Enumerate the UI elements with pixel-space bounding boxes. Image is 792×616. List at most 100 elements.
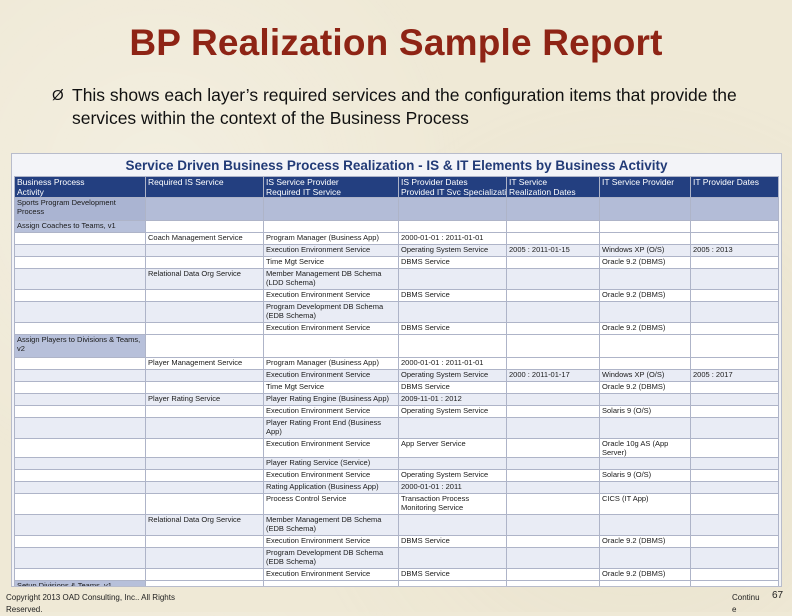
table-cell [506, 438, 600, 458]
table-cell [398, 547, 507, 569]
table-cell: Execution Environment Service [263, 568, 399, 581]
table-cell [690, 289, 779, 302]
table-cell [506, 322, 600, 335]
table-cell: Assign Coaches to Teams, v1 [14, 220, 146, 233]
table-cell: Operating System Service [398, 405, 507, 418]
table-cell: Windows XP (O/S) [599, 369, 691, 382]
table-cell [14, 322, 146, 335]
table-cell: Execution Environment Service [263, 405, 399, 418]
table-cell [690, 357, 779, 370]
table-cell [145, 220, 264, 233]
header-cell: IS Provider Dates Provided IT Svc Special… [398, 176, 507, 198]
table-cell [506, 197, 600, 221]
table-cell: 2000-01-01 : 2011-01-01 [398, 232, 507, 245]
table-cell [506, 405, 600, 418]
table-cell [145, 322, 264, 335]
table-row: Player Management Service Program Manager… [14, 357, 779, 370]
table-row: Program Development DB Schema (EDB Schem… [14, 301, 779, 323]
table-cell [145, 568, 264, 581]
table-cell [506, 232, 600, 245]
continue-line-1: Continu [732, 593, 760, 602]
table-cell: Program Manager (Business App) [263, 232, 399, 245]
table-cell [599, 334, 691, 358]
table-cell: Relational Data Org Service [145, 514, 264, 536]
table-cell [14, 289, 146, 302]
table-row: Time Mgt Service DBMS Service Oracle 9.2 (… [14, 381, 779, 394]
table-cell [690, 232, 779, 245]
table-cell: DBMS Service [398, 381, 507, 394]
process-row: Sports Program Development Process [14, 197, 779, 221]
table-row: Coach Management Service Program Manager … [14, 232, 779, 245]
table-cell [398, 580, 507, 586]
table-cell [145, 369, 264, 382]
table-cell [145, 493, 264, 515]
copyright-line-1: Copyright 2013 OAD Consulting, Inc.. All… [6, 593, 175, 602]
table-cell [690, 469, 779, 482]
table-cell: Oracle 9.2 (DBMS) [599, 568, 691, 581]
table-cell [690, 547, 779, 569]
table-cell [506, 220, 600, 233]
header-cell: IT Service Realization Dates [506, 176, 600, 198]
copyright-line-2: Reserved. [6, 605, 43, 614]
table-cell [690, 381, 779, 394]
table-cell [506, 301, 600, 323]
table-cell [14, 568, 146, 581]
table-cell [14, 301, 146, 323]
table-cell [690, 334, 779, 358]
table-cell: 2000 : 2011-01-17 [506, 369, 600, 382]
table-cell: Assign Players to Divisions & Teams, v2 [14, 334, 146, 358]
bullet-point: Ø This shows each layer’s required servi… [52, 84, 772, 130]
table-row: Player Rating Service (Service) [14, 457, 779, 470]
header-line: Provided IT Svc Specialization Realizati… [401, 187, 507, 197]
table-cell: Execution Environment Service [263, 244, 399, 257]
table-cell [599, 457, 691, 470]
header-cell: IS Service Provider Required IT Service [263, 176, 399, 198]
table-cell [14, 493, 146, 515]
table-cell [263, 580, 399, 586]
table-cell [599, 301, 691, 323]
table-cell: Time Mgt Service [263, 381, 399, 394]
table-cell [145, 301, 264, 323]
table-cell [690, 514, 779, 536]
continue-link[interactable]: Continu e [732, 592, 762, 616]
header-line: IS Service Provider [266, 177, 339, 188]
table-cell: Execution Environment Service [263, 438, 399, 458]
table-row: Execution Environment Service DBMS Servic… [14, 322, 779, 335]
arrow-bullet-icon: Ø [52, 87, 64, 104]
bullet-text: This shows each layer’s required service… [72, 85, 737, 128]
table-cell [690, 493, 779, 515]
table-row: Time Mgt Service DBMS Service Oracle 9.2 (… [14, 256, 779, 269]
table-cell [145, 580, 264, 586]
table-cell [145, 256, 264, 269]
table-cell: Sports Program Development Process [14, 197, 146, 221]
table-cell [690, 220, 779, 233]
table-row: Program Development DB Schema (EDB Schem… [14, 547, 779, 569]
table-cell [690, 457, 779, 470]
table-row: Execution Environment Service Operating S… [14, 469, 779, 482]
table-cell: App Server Service [398, 438, 507, 458]
table-cell [14, 469, 146, 482]
table-row: Relational Data Org Service Member Manage… [14, 268, 779, 290]
header-line: IT Service Provider [602, 177, 675, 188]
table-cell: Coach Management Service [145, 232, 264, 245]
table-cell [690, 438, 779, 458]
table-cell [145, 334, 264, 358]
table-cell [14, 417, 146, 439]
table-cell [506, 334, 600, 358]
table-cell [398, 268, 507, 290]
table-cell: DBMS Service [398, 256, 507, 269]
table-cell [14, 244, 146, 257]
table-cell [263, 334, 399, 358]
report-header-row: Business Process Activity Required IS Serv… [14, 176, 779, 198]
activity-row: Assign Players to Divisions & Teams, v2 [14, 334, 779, 358]
header-line: IT Service [509, 177, 548, 188]
table-cell: Solaris 9 (O/S) [599, 405, 691, 418]
table-cell: Execution Environment Service [263, 369, 399, 382]
table-cell: Oracle 9.2 (DBMS) [599, 322, 691, 335]
table-cell [145, 438, 264, 458]
header-line: IT Provider Dates [693, 177, 759, 188]
table-cell [506, 289, 600, 302]
table-cell: 2000-01-01 : 2011-01-01 [398, 357, 507, 370]
table-row: Execution Environment Service Operating S… [14, 244, 779, 257]
table-cell: 2005 : 2013 [690, 244, 779, 257]
